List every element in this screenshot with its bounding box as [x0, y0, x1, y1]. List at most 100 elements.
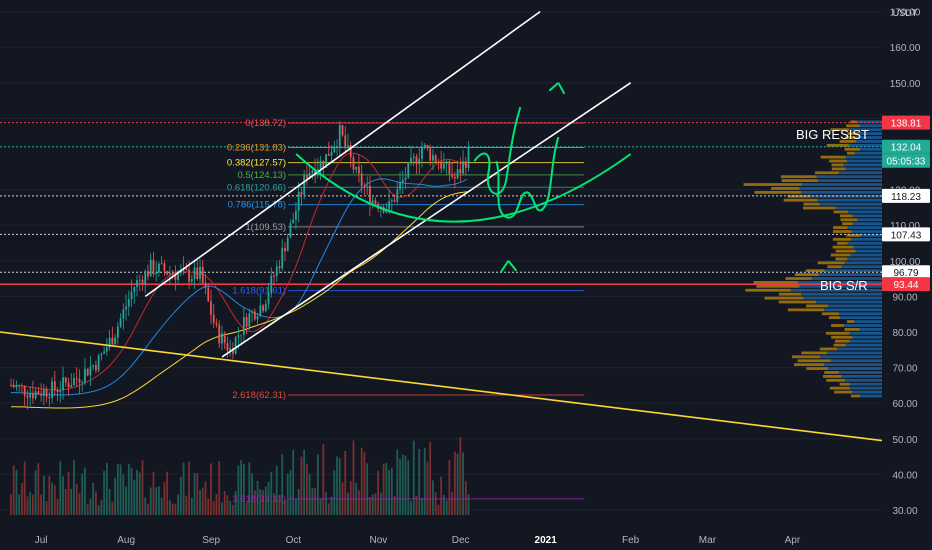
- candle-body: [292, 219, 295, 224]
- profile-bar-value: [846, 234, 861, 237]
- candle-body: [92, 365, 95, 367]
- candle-body: [278, 266, 281, 269]
- candle-body: [119, 318, 122, 327]
- profile-bar-value: [829, 386, 850, 390]
- profile-bar: [851, 230, 882, 233]
- price-tag-label: 138.81: [891, 119, 922, 130]
- volume-bar: [245, 502, 248, 515]
- volume-bar: [95, 491, 97, 515]
- candle-body: [105, 347, 108, 352]
- profile-bar-value: [829, 159, 847, 163]
- ma-blue-line: [10, 178, 468, 396]
- volume-bar: [453, 451, 456, 515]
- profile-bar: [845, 167, 882, 171]
- candle-body: [242, 317, 245, 335]
- volume-bar: [31, 494, 34, 515]
- candle-body: [127, 299, 130, 307]
- profile-bar-value: [743, 183, 802, 186]
- candle-body: [448, 161, 451, 175]
- candle-body: [29, 393, 32, 398]
- price-tag: [882, 139, 930, 154]
- candle-body: [144, 271, 147, 285]
- profile-bar: [858, 132, 882, 136]
- time-axis[interactable]: Jul Aug Sep Oct Nov Dec 2021 Feb Mar Apr: [35, 535, 801, 546]
- fib-label: 0.236(131.83): [227, 142, 286, 153]
- profile-bar: [843, 324, 882, 327]
- volume-bar: [89, 498, 92, 515]
- y-tick-label: 50.00: [892, 435, 917, 446]
- volume-bar: [396, 449, 399, 515]
- profile-bar: [844, 378, 882, 382]
- volume-bar: [18, 494, 21, 515]
- profile-bar-value: [825, 331, 850, 335]
- volume-bar: [267, 481, 270, 515]
- volume-bar: [127, 463, 130, 515]
- candle-body: [273, 275, 275, 277]
- volume-bar: [221, 502, 223, 515]
- profile-bar: [849, 331, 882, 335]
- profile-bar-value: [830, 128, 849, 132]
- volume-bar: [289, 470, 292, 515]
- profile-bar: [824, 269, 882, 273]
- profile-bar-value: [839, 214, 853, 218]
- volume-bar: [215, 494, 218, 515]
- candle-body: [453, 176, 456, 179]
- profile-bar-value: [834, 339, 850, 343]
- profile-bar: [859, 394, 882, 398]
- candle-body: [360, 173, 363, 187]
- candle-body: [281, 247, 284, 269]
- candle-body: [374, 200, 377, 204]
- profile-bar-value: [821, 312, 839, 316]
- candle-body: [168, 272, 171, 275]
- candle-body: [445, 161, 448, 164]
- volume-bar: [138, 472, 141, 515]
- candle-body: [325, 154, 327, 168]
- volume-bar: [467, 494, 470, 515]
- volume-bar: [185, 495, 188, 515]
- profile-bar: [846, 159, 882, 163]
- volume-bar: [21, 483, 23, 515]
- candle-body: [56, 390, 59, 392]
- profile-bar: [815, 300, 882, 304]
- profile-bar-value: [819, 347, 837, 351]
- price-tag: [882, 265, 930, 280]
- candle-body: [289, 223, 292, 238]
- volume-bar: [240, 460, 243, 515]
- profile-bar: [845, 343, 882, 347]
- profile-bar: [817, 198, 882, 202]
- volume-bar: [404, 455, 407, 515]
- volume-bar: [37, 463, 40, 515]
- volume-bars: [10, 437, 470, 515]
- volume-bar: [196, 473, 199, 515]
- candle-body: [464, 161, 467, 169]
- profile-bar-value: [806, 304, 829, 308]
- upper-channel-line: [144, 10, 541, 298]
- volume-bar: [116, 464, 119, 515]
- profile-bar: [801, 183, 882, 186]
- profile-bar-value: [803, 202, 820, 206]
- price-tag: [882, 277, 930, 292]
- volume-bar: [423, 447, 426, 515]
- profile-bar: [797, 281, 882, 284]
- volume-bar: [292, 449, 295, 515]
- profile-bar: [841, 375, 882, 378]
- volume-bar: [322, 444, 325, 515]
- profile-bar-value: [824, 371, 839, 374]
- volume-bar: [464, 481, 467, 515]
- profile-bar-value: [840, 218, 858, 222]
- volume-bar: [166, 471, 169, 515]
- volume-bar: [188, 461, 190, 515]
- candle-body: [286, 237, 289, 252]
- volume-bar: [338, 458, 341, 515]
- profile-bar: [847, 257, 882, 261]
- volume-bar: [379, 492, 382, 515]
- profile-bar-value: [839, 140, 857, 143]
- volume-bar: [459, 437, 462, 515]
- profile-bar: [843, 163, 882, 167]
- profile-bar-value: [835, 249, 856, 253]
- volume-bar: [330, 496, 333, 515]
- volume-bar: [363, 452, 366, 515]
- candle-body: [84, 368, 86, 383]
- candle-body: [185, 268, 188, 270]
